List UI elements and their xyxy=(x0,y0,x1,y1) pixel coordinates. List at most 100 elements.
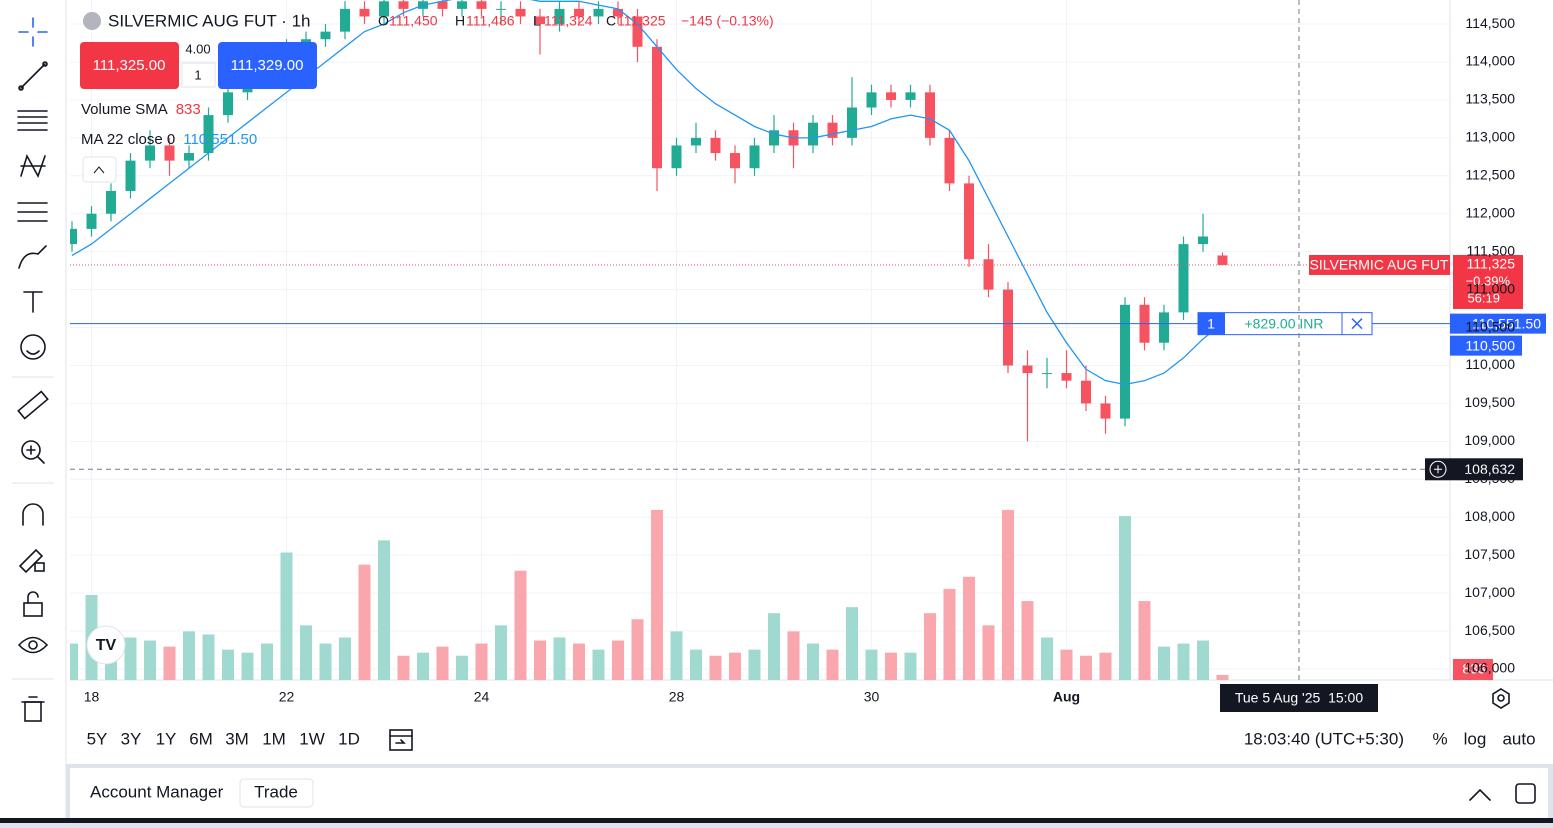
trade-tab-box[interactable] xyxy=(239,778,314,808)
volume-bar xyxy=(709,655,722,680)
volume-bar xyxy=(183,631,195,680)
candle-body xyxy=(106,190,116,214)
pattern-tool[interactable] xyxy=(20,153,46,178)
volume-bar xyxy=(319,643,332,680)
sell-button[interactable] xyxy=(80,42,179,89)
last-change: −0.39% xyxy=(1466,273,1511,288)
maximize-button[interactable] xyxy=(1515,783,1536,804)
volume-bar xyxy=(846,607,858,680)
trash-tool[interactable] xyxy=(21,696,45,722)
footer-tab[interactable]: Account Manager xyxy=(90,782,224,801)
candle-body xyxy=(925,92,935,138)
footer-tab[interactable]: Trade xyxy=(254,782,298,801)
ohlc-value: 111,450 xyxy=(389,13,438,29)
collapse-arrow xyxy=(93,166,105,174)
text-tool[interactable] xyxy=(23,291,43,313)
ohlc-key: O xyxy=(378,13,389,29)
spread: 4.00 xyxy=(185,41,210,56)
timeframe-button[interactable]: 1W xyxy=(299,729,325,748)
emoji-tool[interactable] xyxy=(20,334,46,360)
candle-body xyxy=(1159,312,1169,343)
volume-bar xyxy=(690,649,702,680)
y-tick-label: 109,500 xyxy=(1464,394,1515,410)
symbol-title: SILVERMIC AUG FUT · 1h xyxy=(108,11,310,30)
volume-bar xyxy=(1138,601,1151,680)
collapse-legend[interactable] xyxy=(82,156,117,183)
x-tick-label: 24 xyxy=(474,689,490,705)
auto-toggle[interactable]: auto xyxy=(1502,729,1535,748)
bottom-strip xyxy=(0,818,1553,823)
ohlc-key: H xyxy=(455,13,465,29)
volume-bar xyxy=(885,652,897,680)
timeframe-button[interactable]: 3Y xyxy=(121,729,142,748)
volume-bar xyxy=(261,643,273,680)
volume-bar xyxy=(70,643,78,680)
crosshair-tool[interactable] xyxy=(18,17,48,47)
candle-body xyxy=(964,183,974,260)
volume-bar xyxy=(826,649,839,680)
lock-tool[interactable] xyxy=(23,591,43,617)
last-price-tag xyxy=(1453,254,1523,309)
timeframe-button[interactable]: 6M xyxy=(189,729,213,748)
y-tick-label: 108,500 xyxy=(1464,470,1515,486)
volume-bar xyxy=(280,552,293,680)
candle-body xyxy=(1217,255,1228,265)
candle-body xyxy=(1061,373,1072,381)
volume-bar xyxy=(241,652,254,680)
candle-body xyxy=(671,145,682,169)
volume-bar xyxy=(495,625,507,680)
settings-icon[interactable] xyxy=(1492,688,1510,709)
candle-body xyxy=(1042,373,1052,375)
position-close[interactable] xyxy=(1351,318,1363,330)
timeframe-button[interactable]: 1D xyxy=(338,729,360,748)
candle-body xyxy=(613,8,623,17)
brush-tool[interactable] xyxy=(18,245,47,269)
candle-body xyxy=(769,130,779,146)
collapse-button[interactable] xyxy=(1469,788,1491,801)
volume-bar xyxy=(904,652,917,680)
add-order-icon[interactable] xyxy=(1429,460,1447,478)
volume-bar xyxy=(924,613,936,680)
volume-bar xyxy=(573,643,585,680)
candle-body xyxy=(944,137,955,184)
forecast-tool[interactable] xyxy=(17,202,48,222)
trend-line-tool[interactable] xyxy=(18,61,48,91)
position-qty: 1 xyxy=(1207,315,1215,331)
timeframe-button[interactable]: 3M xyxy=(225,729,249,748)
volume-bar xyxy=(144,640,156,680)
ohlc-value: 111,325 xyxy=(617,13,666,29)
add-order-plus xyxy=(1434,465,1442,474)
candle-body xyxy=(320,31,331,40)
ohlc-key: C xyxy=(606,13,616,29)
timeframe-button[interactable]: 1M xyxy=(262,729,286,748)
magnet-tool[interactable] xyxy=(22,503,44,526)
timeframe-button[interactable]: 5Y xyxy=(87,729,108,748)
volume-bar xyxy=(1197,640,1209,680)
candle-body xyxy=(905,92,916,100)
buy-button[interactable] xyxy=(218,42,317,89)
timeframe-button[interactable]: 1Y xyxy=(156,729,177,748)
lock-draw-tool[interactable] xyxy=(18,548,45,574)
volume-bar xyxy=(300,625,312,680)
fib-tool[interactable] xyxy=(17,110,48,131)
candle-body xyxy=(866,92,877,108)
log-toggle[interactable]: log xyxy=(1464,729,1487,748)
candle-body xyxy=(379,1,389,17)
candle-body xyxy=(808,122,818,146)
crosshair-price-tag xyxy=(1425,458,1523,481)
eye-tool[interactable] xyxy=(17,636,49,654)
qty: 1 xyxy=(194,67,201,82)
qty-box[interactable] xyxy=(181,62,216,88)
x-tick-label: Aug xyxy=(1053,689,1080,705)
candle-body xyxy=(223,92,233,116)
percent-toggle[interactable]: % xyxy=(1432,729,1447,748)
zoom-tool[interactable] xyxy=(21,440,45,464)
volume-bar xyxy=(651,510,663,680)
candle-body xyxy=(515,8,526,17)
ruler-tool[interactable] xyxy=(17,390,49,420)
volume-bar xyxy=(982,625,995,680)
goto-date[interactable] xyxy=(389,729,413,751)
indicator-value: 833 xyxy=(176,101,201,118)
y-tick-label: 110,500 xyxy=(1465,318,1515,334)
